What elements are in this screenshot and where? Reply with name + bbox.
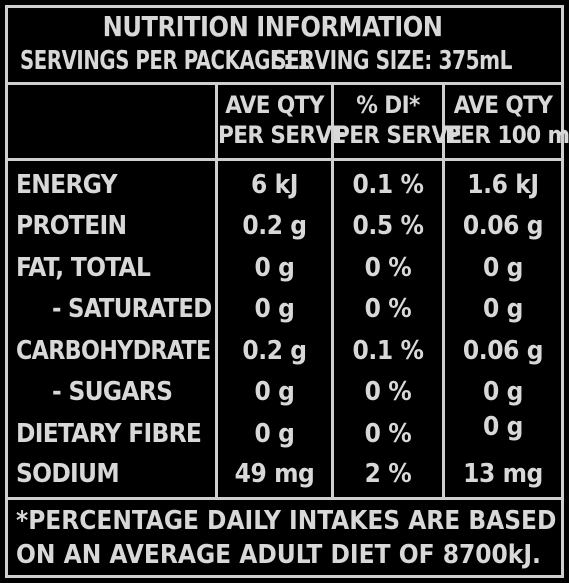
cell-energy-per-100: 1.6 kJ xyxy=(467,170,539,200)
cell-fibre-per-100: 0 g xyxy=(483,412,523,442)
column-divider xyxy=(442,84,445,498)
cell-carbohydrate-di: 0.1 % xyxy=(352,336,424,366)
cell-protein-per-serve: 0.2 g xyxy=(242,211,307,241)
row-label-dietary-fibre: DIETARY FIBRE xyxy=(16,419,202,449)
serving-size: SERVING SIZE: 375mL xyxy=(271,46,512,76)
cell-sodium-per-100: 13 mg xyxy=(463,459,543,489)
column-header-divider xyxy=(5,158,564,161)
cell-sugars-per-serve: 0 g xyxy=(254,377,295,407)
cell-protein-per-100: 0.06 g xyxy=(462,211,544,241)
cell-sugars-per-100: 0 g xyxy=(483,377,523,407)
cell-fibre-per-serve: 0 g xyxy=(254,419,295,449)
column-header-ave-qty-per-serve: AVE QTY PER SERVE xyxy=(218,90,346,150)
cell-carbohydrate-per-serve: 0.2 g xyxy=(242,336,307,366)
column-header-line: PER SERVE xyxy=(218,121,346,149)
cell-sugars-di: 0 % xyxy=(364,377,412,407)
servings-per-package: SERVINGS PER PACKAGE: 1 xyxy=(20,46,311,76)
row-label-saturated: - SATURATED xyxy=(52,294,212,324)
cell-fat-per-100: 0 g xyxy=(483,253,523,283)
row-label-protein: PROTEIN xyxy=(16,211,127,241)
row-label-sugars: - SUGARS xyxy=(52,377,173,407)
cell-protein-di: 0.5 % xyxy=(352,211,424,241)
cell-fat-di: 0 % xyxy=(364,253,412,283)
row-label-carbohydrate: CARBOHYDRATE xyxy=(16,336,211,366)
cell-energy-per-serve: 6 kJ xyxy=(250,170,299,200)
panel-title: NUTRITION INFORMATION xyxy=(102,10,443,43)
column-header-di-per-serve: % DI* PER SERVE xyxy=(334,90,462,150)
cell-saturated-per-100: 0 g xyxy=(483,294,523,324)
cell-sodium-di: 2 % xyxy=(364,459,412,489)
row-label-sodium: SODIUM xyxy=(16,459,120,489)
column-header-line: AVE QTY xyxy=(225,91,324,119)
column-divider xyxy=(331,84,334,498)
header-divider xyxy=(5,82,564,85)
column-header-line: % DI* xyxy=(356,91,420,119)
cell-saturated-per-serve: 0 g xyxy=(254,294,295,324)
column-header-line: PER SERVE xyxy=(334,121,462,149)
row-label-fat-total: FAT, TOTAL xyxy=(16,253,151,283)
column-divider xyxy=(215,84,218,498)
cell-fat-per-serve: 0 g xyxy=(254,253,295,283)
footnote-line-2: ON AN AVERAGE ADULT DIET OF 8700kJ. xyxy=(16,540,541,570)
cell-saturated-di: 0 % xyxy=(364,294,412,324)
column-header-line: AVE QTY xyxy=(453,91,553,119)
footnote-line-1: *PERCENTAGE DAILY INTAKES ARE BASED xyxy=(16,506,557,536)
cell-sodium-per-serve: 49 mg xyxy=(234,459,315,489)
cell-fibre-di: 0 % xyxy=(364,419,412,449)
row-label-energy: ENERGY xyxy=(16,170,118,200)
cell-carbohydrate-per-100: 0.06 g xyxy=(462,336,544,366)
column-header-ave-qty-per-100ml: AVE QTY PER 100 mL xyxy=(445,90,569,150)
cell-energy-di: 0.1 % xyxy=(352,170,424,200)
column-header-line: PER 100 mL xyxy=(445,121,569,149)
footnote-divider xyxy=(5,497,564,500)
panel-border xyxy=(5,5,564,578)
